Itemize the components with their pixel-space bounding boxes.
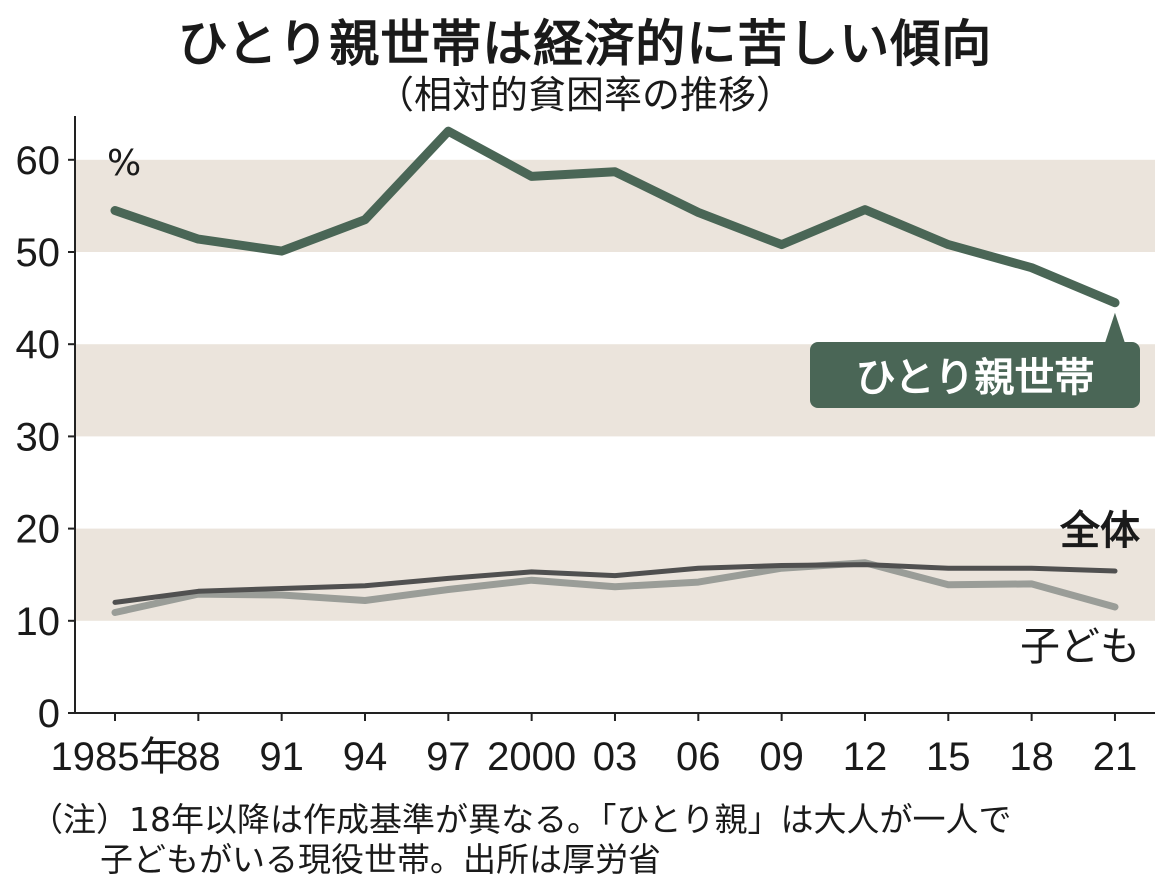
legend-pointer-single-parent [1104,312,1125,343]
series-lines [110,126,1120,616]
x-tick-label: 12 [843,735,888,779]
chart-title: ひとり親世帯は経済的に苦しい傾向 [177,15,993,73]
series-line-overall [112,562,1118,605]
x-tick-label: 2000 [487,735,576,779]
y-tick-label: 0 [38,692,60,736]
x-tick-label: 21 [1093,735,1138,779]
legend-box-single-parent [810,342,1140,408]
legend-label-overall: 全体 [1059,508,1140,554]
y-tick-label: 50 [16,231,61,275]
x-tick-label: 18 [1009,735,1054,779]
x-tick-label: 03 [593,735,638,779]
x-tick-label: 09 [759,735,804,779]
x-tick-label: 06 [676,735,721,779]
footnote-line-1: （注）18年以降は作成基準が異なる。「ひとり親」は大人が一人で [30,800,1012,839]
y-tick-label: 40 [16,323,61,367]
y-tick-label: 60 [16,139,61,183]
y-axis-ticks: 0 10 20 30 40 50 60 [16,139,75,736]
y-tick-label: 20 [16,508,61,552]
x-tick-label: 1985年 [51,735,180,779]
chart-subtitle: （相対的貧困率の推移） [375,73,794,117]
y-tick-label: 30 [16,415,61,459]
series-line-children [111,559,1119,616]
x-tick-label: 88 [176,735,221,779]
x-tick-label: 94 [343,735,388,779]
x-tick-label: 91 [259,735,304,779]
y-tick-label: 10 [16,600,61,644]
x-tick-label: 15 [926,735,971,779]
series-line-single-parent [110,126,1120,308]
x-tick-label: 97 [426,735,471,779]
legend-label-children: 子ども [1020,624,1140,670]
y-axis-unit-label: % [107,143,141,184]
footnote-line-2: 子どもがいる現役世帯。出所は厚労省 [100,840,661,879]
legend-label-single-parent: ひとり親世帯 [856,355,1095,401]
